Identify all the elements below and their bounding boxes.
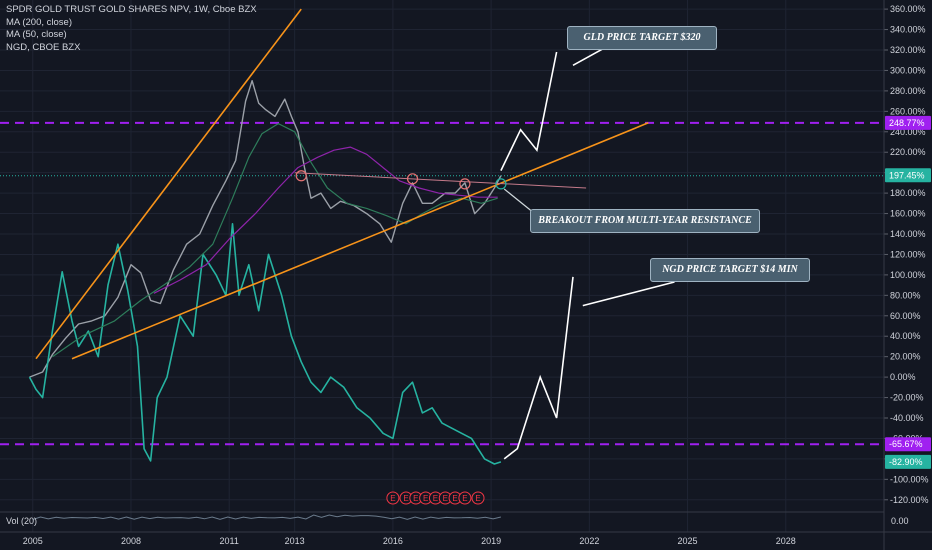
y-tick-label: 340.00% [890,25,926,35]
last-value-tag-label: 197.45% [889,170,925,180]
volume-axis-value: 0.00 [891,516,909,526]
y-tick-label: -20.00% [890,393,924,403]
x-axis: 2005 2008 2011 2013 2016 2019 2022 2025 2028 [0,531,932,546]
ngd-target-callout[interactable]: NGD PRICE TARGET $14 MIN [650,258,810,282]
x-tick-label: 2008 [121,536,141,546]
volume-label: Vol (20) [6,516,37,526]
ma50-line [52,122,498,358]
x-tick-label: 2013 [285,536,305,546]
y-tick-label: 360.00% [890,4,926,14]
last-value-tag [885,454,931,469]
earnings-marker-label: E [413,494,418,503]
y-tick-label: 320.00% [890,45,926,55]
y-tick-label: 20.00% [890,352,921,362]
y-tick-label: -40.00% [890,413,924,423]
breakout-callout[interactable]: BREAKOUT FROM MULTI-YEAR RESISTANCE [530,209,760,233]
y-tick-label: 0.00% [890,372,916,382]
x-tick-label: 2019 [481,536,501,546]
earnings-marker-label: E [475,494,480,503]
y-tick-label: 120.00% [890,249,926,259]
last-value-tag-label: -65.67% [889,439,923,449]
breakout-callout-pointer [503,188,535,214]
earnings-marker [458,491,472,505]
y-tick-label: 220.00% [890,147,926,157]
earnings-marker-label: E [462,494,467,503]
gld-price-line [29,79,502,378]
resistance-touch [406,173,419,185]
volume-bars [32,514,502,520]
ngd-callout-pointer [582,281,675,307]
y-tick-label: 240.00% [890,127,926,137]
y-tick-label: 100.00% [890,270,926,280]
earnings-marker-label: E [433,494,438,503]
y-tick-label: 140.00% [890,229,926,239]
y-tick-label: 60.00% [890,311,921,321]
earnings-marker-label: E [390,494,395,503]
ma200-line [153,146,498,294]
y-tick-label: -120.00% [890,495,929,505]
legend-ma200[interactable]: MA (200, close) [6,16,72,28]
legend-ma50[interactable]: MA (50, close) [6,29,67,40]
legend-compare[interactable]: NGD, CBOE BZX [6,41,81,53]
breakout-marker [495,178,507,190]
x-tick-label: 2028 [776,536,796,546]
x-tick-label: 2025 [678,536,698,546]
last-value-tag [885,437,931,452]
x-tick-label: 2005 [23,536,43,546]
y-axis: 360.00% 340.00% 320.00% 300.00% 280.00% 260.0… [883,0,931,550]
y-tick-label: 80.00% [890,290,921,300]
x-tick-label: 2011 [220,536,239,546]
earnings-marker-label: E [452,494,457,503]
resistance-touch [459,178,471,190]
earnings-marker [471,491,485,505]
x-tick-label: 2022 [579,536,599,546]
y-tick-label: 300.00% [890,65,926,75]
resistance-touch [295,170,307,182]
ngd-price-line [28,223,502,465]
y-tick-label: 260.00% [890,106,926,116]
earnings-marker-label: E [423,494,428,503]
earnings-marker [386,491,400,505]
y-tick-label: 40.00% [890,331,921,341]
trendline-lower-channel [71,122,649,360]
trendline-upper-channel [35,8,302,360]
gld-projection [500,51,558,171]
last-value-tag-label: -82.90% [889,457,923,467]
y-tick-label: 280.00% [890,86,926,96]
y-tick-label: 160.00% [890,209,926,219]
ngd-projection [503,276,574,460]
legend: SPDR GOLD TRUST GOLD SHARES NPV, 1W, Cbo… [6,4,257,54]
earnings-marker-label: E [403,494,408,503]
earnings-marker-label: E [443,494,448,503]
y-tick-label: -100.00% [890,474,929,484]
last-value-tag [885,115,931,130]
y-tick-label: 180.00% [890,188,926,198]
x-tick-label: 2016 [383,536,403,546]
last-value-tag [885,168,931,183]
horizontal-levels [0,121,884,446]
trendline-resistance [294,172,587,189]
legend-title[interactable]: SPDR GOLD TRUST GOLD SHARES NPV, 1W, Cbo… [6,4,257,15]
last-value-tag-label: 248.77% [889,118,925,128]
series-layer [28,79,502,465]
gld-target-callout[interactable]: GLD PRICE TARGET $320 [567,26,717,50]
volume-pane [0,511,884,520]
